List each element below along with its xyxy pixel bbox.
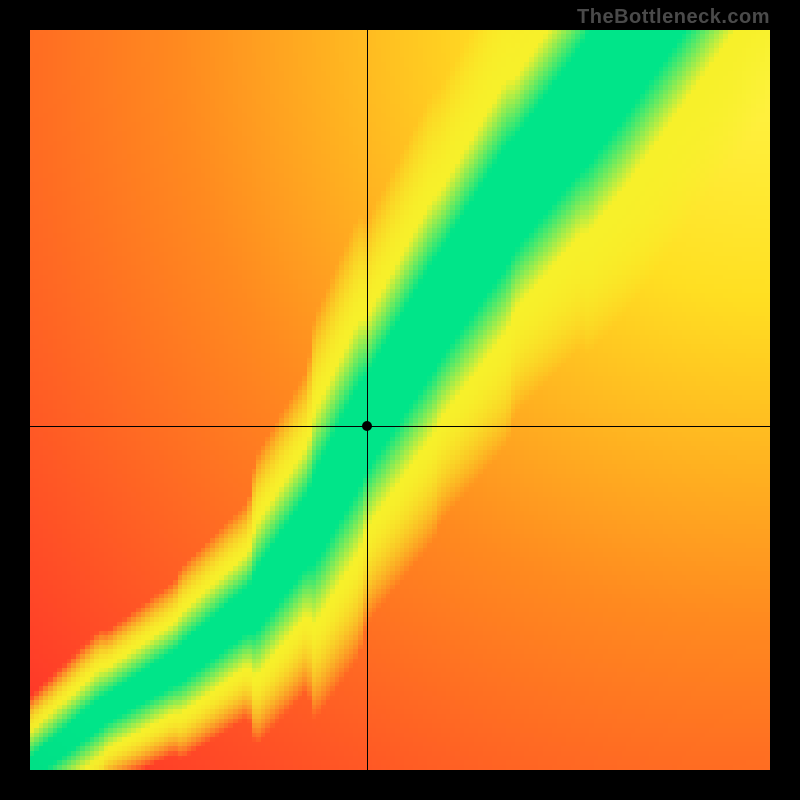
bottleneck-heatmap — [30, 30, 770, 770]
crosshair-horizontal — [30, 426, 770, 427]
watermark-text: TheBottleneck.com — [577, 6, 770, 29]
chart-container: TheBottleneck.com — [0, 0, 800, 800]
crosshair-vertical — [367, 30, 368, 770]
plot-frame — [30, 30, 770, 770]
selection-marker — [362, 421, 372, 431]
